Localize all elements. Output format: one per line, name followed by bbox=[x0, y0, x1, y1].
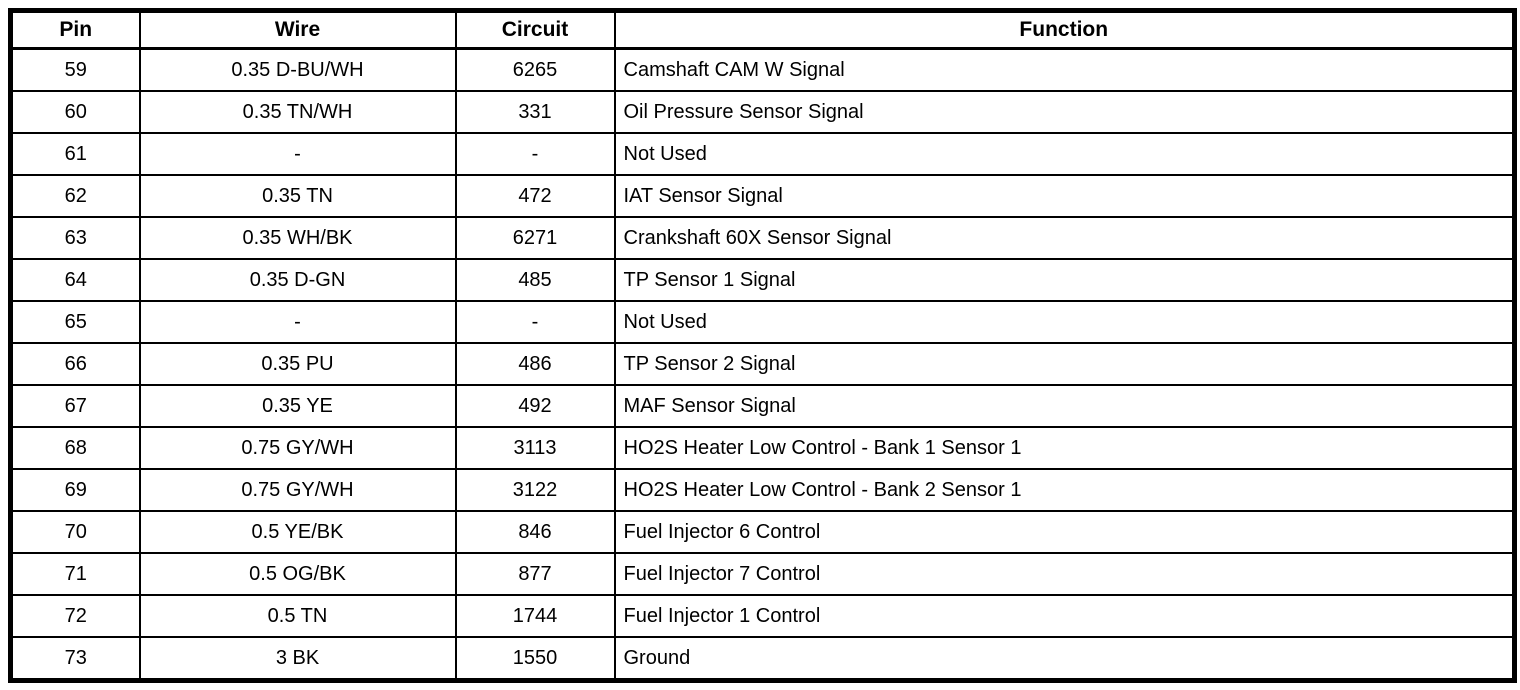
table-row: 72 0.5 TN 1744 Fuel Injector 1 Control bbox=[9, 594, 1516, 638]
pin-cell: 62 bbox=[9, 174, 141, 218]
table-row: 70 0.5 YE/BK 846 Fuel Injector 6 Control bbox=[9, 510, 1516, 554]
pin-cell: 65 bbox=[9, 300, 141, 344]
circuit-cell: 877 bbox=[454, 552, 616, 596]
column-header-pin: Pin bbox=[9, 9, 141, 50]
circuit-cell: 331 bbox=[454, 90, 616, 134]
function-cell: Not Used bbox=[613, 132, 1516, 176]
wire-cell: 0.5 OG/BK bbox=[138, 552, 457, 596]
table-row: 59 0.35 D-BU/WH 6265 Camshaft CAM W Sign… bbox=[9, 47, 1516, 92]
column-header-wire: Wire bbox=[138, 9, 457, 50]
table-row: 69 0.75 GY/WH 3122 HO2S Heater Low Contr… bbox=[9, 468, 1516, 512]
wire-cell: 0.35 D-GN bbox=[138, 258, 457, 302]
circuit-cell: 1550 bbox=[454, 636, 616, 682]
column-header-circuit: Circuit bbox=[454, 9, 616, 50]
function-cell: TP Sensor 2 Signal bbox=[613, 342, 1516, 386]
pin-cell: 69 bbox=[9, 468, 141, 512]
pin-cell: 68 bbox=[9, 426, 141, 470]
function-cell: MAF Sensor Signal bbox=[613, 384, 1516, 428]
function-cell: Ground bbox=[613, 636, 1516, 682]
function-cell: Camshaft CAM W Signal bbox=[613, 47, 1516, 92]
wire-cell: 0.35 D-BU/WH bbox=[138, 47, 457, 92]
table-row: 73 3 BK 1550 Ground bbox=[9, 636, 1516, 682]
table-row: 71 0.5 OG/BK 877 Fuel Injector 7 Control bbox=[9, 552, 1516, 596]
wire-cell: 0.35 YE bbox=[138, 384, 457, 428]
table-row: 60 0.35 TN/WH 331 Oil Pressure Sensor Si… bbox=[9, 90, 1516, 134]
wire-cell: 0.35 PU bbox=[138, 342, 457, 386]
pin-cell: 66 bbox=[9, 342, 141, 386]
connector-pinout-table: Pin Wire Circuit Function 59 0.35 D-BU/W… bbox=[8, 8, 1517, 683]
function-cell: IAT Sensor Signal bbox=[613, 174, 1516, 218]
pin-cell: 71 bbox=[9, 552, 141, 596]
table-row: 67 0.35 YE 492 MAF Sensor Signal bbox=[9, 384, 1516, 428]
table-row: 64 0.35 D-GN 485 TP Sensor 1 Signal bbox=[9, 258, 1516, 302]
pin-cell: 64 bbox=[9, 258, 141, 302]
function-cell: Fuel Injector 6 Control bbox=[613, 510, 1516, 554]
column-header-function: Function bbox=[613, 9, 1516, 50]
pin-cell: 67 bbox=[9, 384, 141, 428]
circuit-cell: 846 bbox=[454, 510, 616, 554]
pin-cell: 72 bbox=[9, 594, 141, 638]
pin-cell: 61 bbox=[9, 132, 141, 176]
wire-cell: 0.35 WH/BK bbox=[138, 216, 457, 260]
function-cell: Not Used bbox=[613, 300, 1516, 344]
table-row: 63 0.35 WH/BK 6271 Crankshaft 60X Sensor… bbox=[9, 216, 1516, 260]
circuit-cell: - bbox=[454, 132, 616, 176]
wire-cell: 0.75 GY/WH bbox=[138, 468, 457, 512]
circuit-cell: 485 bbox=[454, 258, 616, 302]
table-row: 65 - - Not Used bbox=[9, 300, 1516, 344]
circuit-cell: 3113 bbox=[454, 426, 616, 470]
circuit-cell: 6271 bbox=[454, 216, 616, 260]
table-row: 68 0.75 GY/WH 3113 HO2S Heater Low Contr… bbox=[9, 426, 1516, 470]
pin-cell: 60 bbox=[9, 90, 141, 134]
circuit-cell: 1744 bbox=[454, 594, 616, 638]
table-row: 62 0.35 TN 472 IAT Sensor Signal bbox=[9, 174, 1516, 218]
pin-cell: 63 bbox=[9, 216, 141, 260]
wire-cell: - bbox=[138, 300, 457, 344]
wire-cell: - bbox=[138, 132, 457, 176]
circuit-cell: - bbox=[454, 300, 616, 344]
circuit-cell: 6265 bbox=[454, 47, 616, 92]
wire-cell: 0.5 YE/BK bbox=[138, 510, 457, 554]
table-body: 59 0.35 D-BU/WH 6265 Camshaft CAM W Sign… bbox=[9, 47, 1516, 682]
header-row: Pin Wire Circuit Function bbox=[9, 9, 1516, 50]
function-cell: Crankshaft 60X Sensor Signal bbox=[613, 216, 1516, 260]
function-cell: Fuel Injector 1 Control bbox=[613, 594, 1516, 638]
pin-cell: 73 bbox=[9, 636, 141, 682]
wire-cell: 0.35 TN bbox=[138, 174, 457, 218]
table-header: Pin Wire Circuit Function bbox=[9, 9, 1516, 50]
pin-cell: 70 bbox=[9, 510, 141, 554]
wire-cell: 0.35 TN/WH bbox=[138, 90, 457, 134]
function-cell: Fuel Injector 7 Control bbox=[613, 552, 1516, 596]
table-row: 66 0.35 PU 486 TP Sensor 2 Signal bbox=[9, 342, 1516, 386]
function-cell: Oil Pressure Sensor Signal bbox=[613, 90, 1516, 134]
table-row: 61 - - Not Used bbox=[9, 132, 1516, 176]
circuit-cell: 3122 bbox=[454, 468, 616, 512]
circuit-cell: 492 bbox=[454, 384, 616, 428]
circuit-cell: 486 bbox=[454, 342, 616, 386]
function-cell: HO2S Heater Low Control - Bank 2 Sensor … bbox=[613, 468, 1516, 512]
wire-cell: 3 BK bbox=[138, 636, 457, 682]
wire-cell: 0.75 GY/WH bbox=[138, 426, 457, 470]
pin-cell: 59 bbox=[9, 47, 141, 92]
circuit-cell: 472 bbox=[454, 174, 616, 218]
wire-cell: 0.5 TN bbox=[138, 594, 457, 638]
function-cell: HO2S Heater Low Control - Bank 1 Sensor … bbox=[613, 426, 1516, 470]
function-cell: TP Sensor 1 Signal bbox=[613, 258, 1516, 302]
